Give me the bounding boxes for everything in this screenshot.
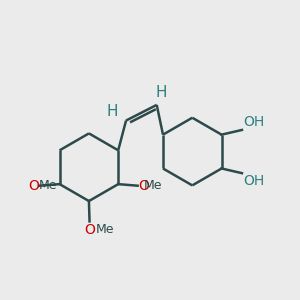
Text: Me: Me (144, 179, 162, 192)
Text: Me: Me (96, 223, 114, 236)
Text: O: O (138, 179, 149, 193)
Text: H: H (155, 85, 166, 100)
Text: H: H (106, 104, 118, 119)
Text: Me: Me (38, 179, 57, 192)
Text: OH: OH (243, 174, 264, 188)
Text: OH: OH (243, 115, 264, 129)
Text: O: O (84, 223, 95, 237)
Text: O: O (28, 179, 39, 193)
